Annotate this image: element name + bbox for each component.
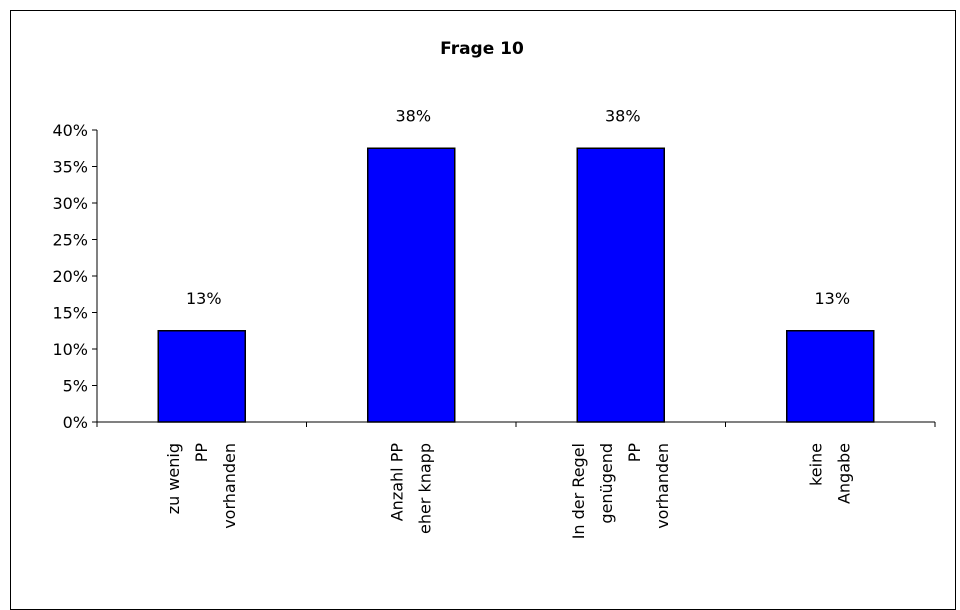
y-tick-label: 35% [52, 158, 88, 177]
bar [157, 330, 246, 423]
category-label: PP [625, 443, 644, 463]
category-label: Anzahl PP [387, 443, 406, 522]
data-label: 13% [186, 289, 222, 308]
category-label: Angabe [834, 443, 853, 504]
data-label: 38% [605, 106, 641, 125]
category-label: PP [192, 443, 211, 463]
y-tick-label: 5% [63, 377, 88, 396]
data-labels: 13% 38% 38% 13% [186, 106, 850, 308]
category-label: vorhanden [220, 443, 239, 529]
category-label: keine [806, 443, 825, 486]
y-tick-label: 30% [52, 194, 88, 213]
y-tick-label: 15% [52, 304, 88, 323]
y-tick-label: 10% [52, 340, 88, 359]
data-label: 13% [814, 289, 850, 308]
bar [367, 147, 456, 423]
category-label: vorhanden [653, 443, 672, 529]
chart-title: Frage 10 [440, 39, 524, 59]
category-label: genügend [597, 443, 616, 524]
y-tick-label: 0% [63, 413, 88, 432]
bars [157, 147, 875, 423]
data-label: 38% [395, 106, 431, 125]
category-label: eher knapp [415, 443, 434, 534]
bar [786, 330, 875, 423]
chart-frame [10, 10, 956, 610]
y-tick-label: 25% [52, 231, 88, 250]
bar-chart: Frage 10 0% 5% 10% 15% 20% 25% 30% 35% 40% 13% 38… [52, 39, 936, 540]
y-tick-label: 20% [52, 267, 88, 286]
bar [576, 147, 665, 423]
category-label: In der Regel [569, 443, 588, 539]
y-tick-label: 40% [52, 121, 88, 140]
category-labels: zu wenig PP vorhanden Anzahl PP eher knapp In… [164, 443, 854, 540]
category-label: zu wenig [164, 443, 183, 514]
